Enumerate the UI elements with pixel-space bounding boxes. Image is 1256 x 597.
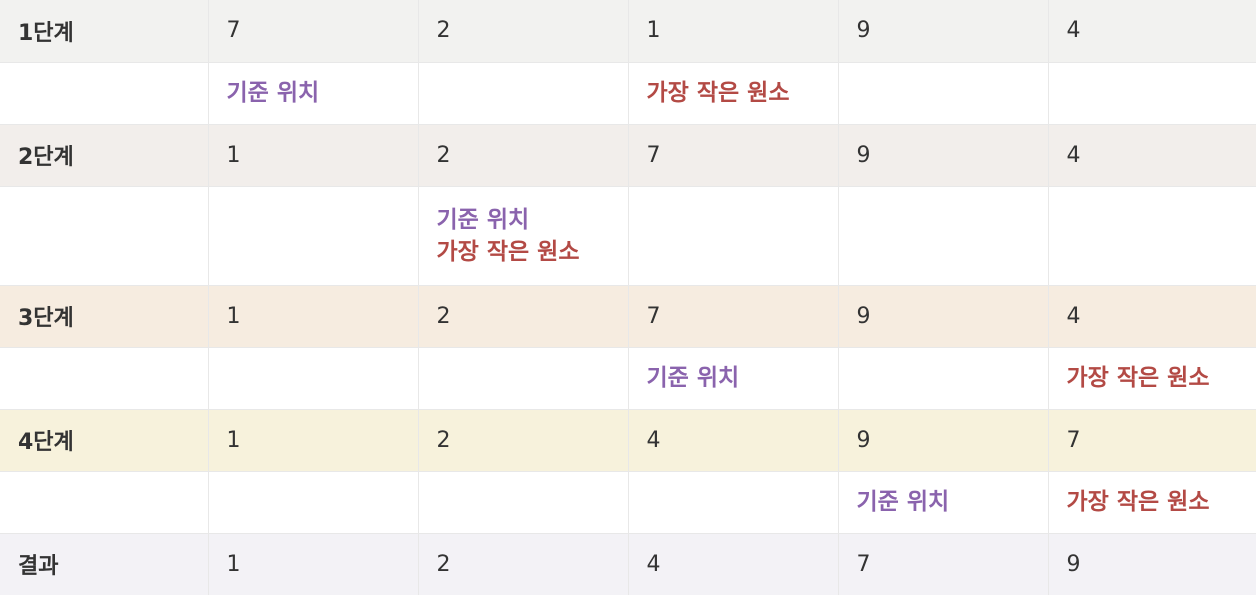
result-label: 결과 [0,532,209,595]
result-value-cell: 7 [837,532,1049,595]
stage-value-cell: 1 [207,284,419,348]
stage-row: 4단계 1 2 4 9 7 [0,408,1256,472]
annotation-spacer-cell [0,185,209,286]
pivot-position-label: 기준 위치 [856,489,950,515]
result-value-cell: 9 [1047,532,1256,595]
stage-row: 1단계 7 2 1 9 4 [0,0,1256,63]
stage-value-cell: 1 [207,123,419,187]
stage-value-cell: 9 [837,284,1049,348]
stage-label: 4단계 [0,408,209,472]
annotation-cell [627,185,839,286]
stage-value-cell: 4 [1047,0,1256,63]
stage-row: 2단계 1 2 7 9 4 [0,123,1256,187]
annotation-row: 기준 위치 가장 작은 원소 [0,61,1256,125]
annotation-cell [417,346,629,410]
annotation-cell: 가장 작은 원소 [1047,346,1256,410]
annotation-cell [1047,185,1256,286]
result-value-cell: 4 [627,532,839,595]
stage-value-cell: 2 [417,0,629,63]
annotation-cell: 가장 작은 원소 [627,61,839,125]
stage-row: 3단계 1 2 7 9 4 [0,284,1256,348]
pivot-position-label: 기준 위치 [436,206,530,233]
stage-value-cell: 7 [207,0,419,63]
annotation-cell: 가장 작은 원소 [1047,470,1256,534]
annotation-spacer-cell [0,470,209,534]
annotation-cell [207,470,419,534]
annotation-cell [1047,61,1256,125]
min-element-label: 가장 작은 원소 [436,238,580,265]
annotation-cell [837,61,1049,125]
stage-value-cell: 9 [837,0,1049,63]
stage-value-cell: 1 [207,408,419,472]
annotation-spacer-cell [0,61,209,125]
annotation-cell [837,185,1049,286]
result-value-cell: 1 [207,532,419,595]
annotation-cell [207,185,419,286]
annotation-cell [207,346,419,410]
annotation-cell: 기준 위치 [627,346,839,410]
stage-value-cell: 2 [417,284,629,348]
annotation-row: 기준 위치 가장 작은 원소 [0,346,1256,410]
stage-value-cell: 4 [1047,284,1256,348]
annotation-cell: 기준 위치 [837,470,1049,534]
result-value-cell: 2 [417,532,629,595]
annotation-cell [417,470,629,534]
annotation-cell [837,346,1049,410]
stage-value-cell: 7 [627,284,839,348]
annotation-row: 기준 위치 가장 작은 원소 [0,470,1256,534]
stage-value-cell: 1 [627,0,839,63]
pivot-position-label: 기준 위치 [226,80,320,106]
min-element-label: 가장 작은 원소 [1066,365,1210,391]
annotation-cell [627,470,839,534]
annotation-cell: 기준 위치 [207,61,419,125]
stage-value-cell: 2 [417,123,629,187]
pivot-position-label: 기준 위치 [646,365,740,391]
annotation-cell [417,61,629,125]
stage-value-cell: 4 [627,408,839,472]
result-row: 결과 1 2 4 7 9 [0,532,1256,595]
stage-value-cell: 9 [837,123,1049,187]
stage-value-cell: 7 [627,123,839,187]
stage-label: 2단계 [0,123,209,187]
min-element-label: 가장 작은 원소 [1066,489,1210,515]
stage-label: 3단계 [0,284,209,348]
stage-value-cell: 2 [417,408,629,472]
annotation-spacer-cell [0,346,209,410]
stage-value-cell: 4 [1047,123,1256,187]
stage-value-cell: 7 [1047,408,1256,472]
stage-label: 1단계 [0,0,209,63]
min-element-label: 가장 작은 원소 [646,80,790,106]
stage-value-cell: 9 [837,408,1049,472]
